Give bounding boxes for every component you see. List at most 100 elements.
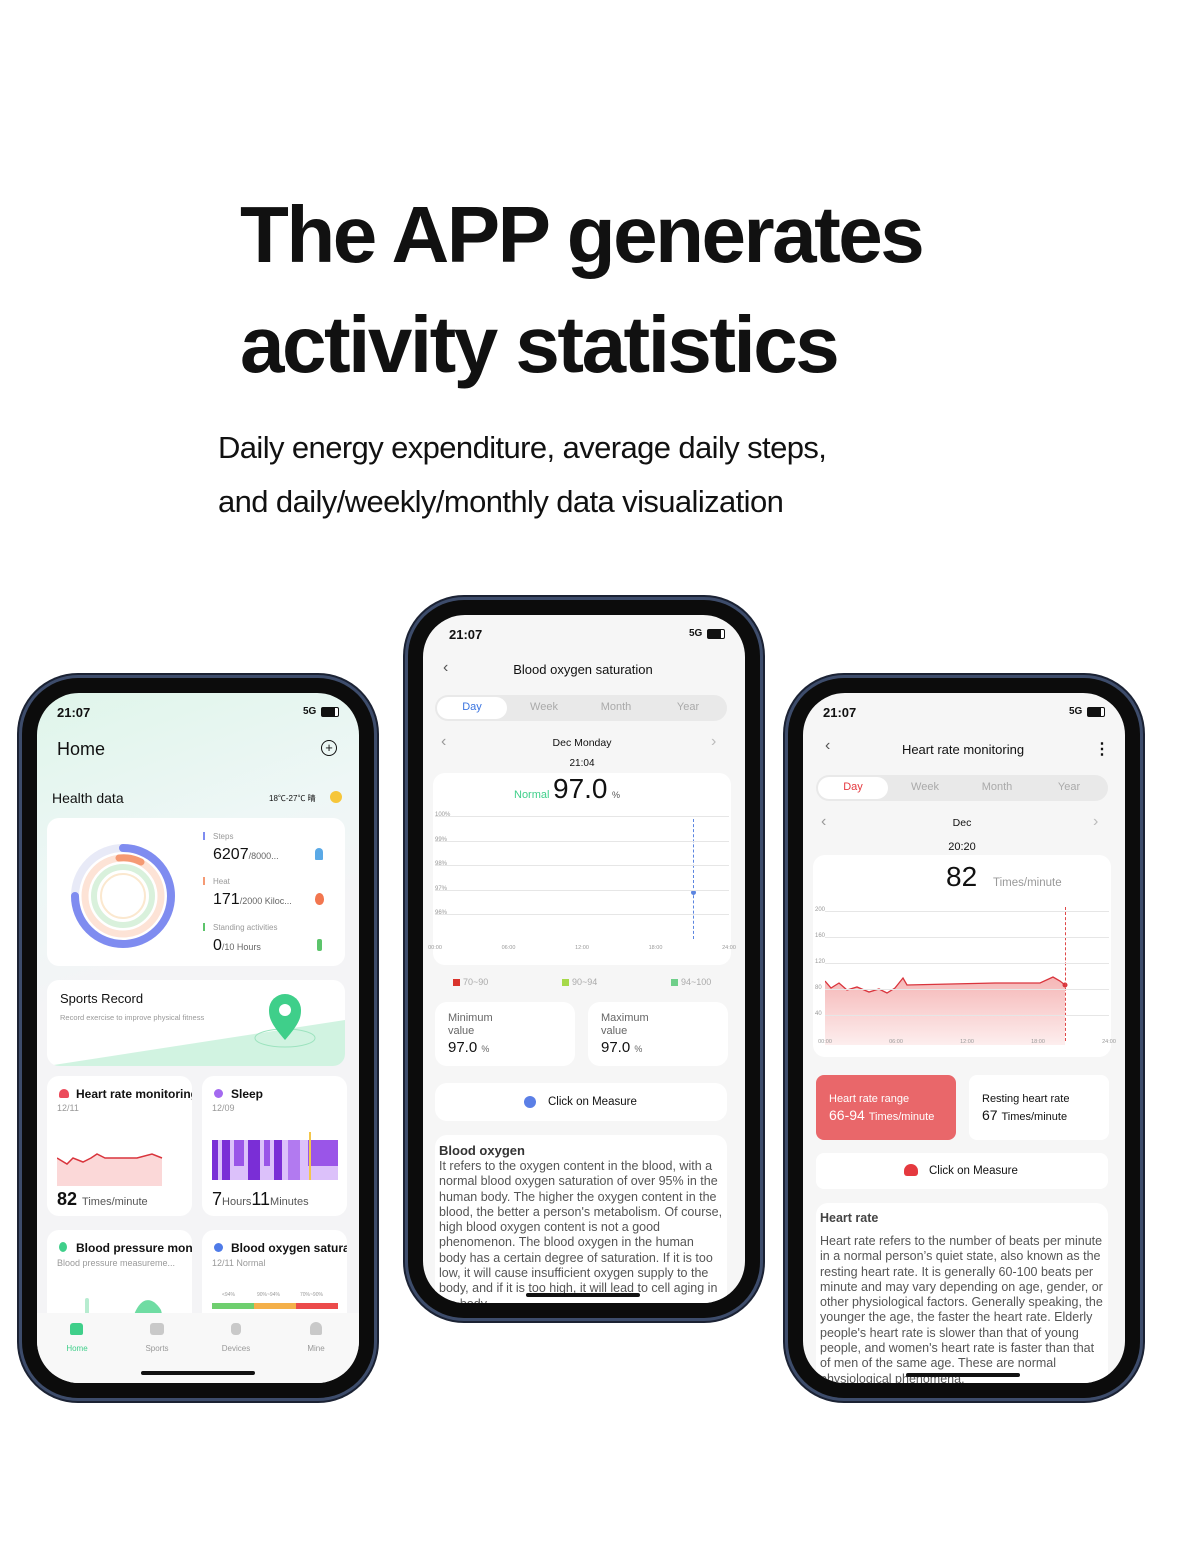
max-card: Maximum value 97.0 %: [588, 1002, 728, 1066]
card-subtitle: Blood pressure measureme...: [57, 1258, 176, 1268]
resting-unit: Times/minute: [1001, 1111, 1068, 1123]
heart-area: [825, 976, 1068, 1045]
steps-icon: [315, 848, 323, 860]
subheadline: Daily energy expenditure, average daily …: [218, 430, 827, 465]
activity-card[interactable]: Steps 6207/8000... Heat 171/2000 Kiloc..…: [47, 818, 345, 966]
x-tick-label: 12:00: [960, 1039, 974, 1045]
min-unit: %: [481, 1044, 490, 1054]
sleep-hours-unit: Hours: [222, 1196, 252, 1208]
legend-label: 90%~94%: [257, 1292, 280, 1298]
y-tick-label: 120: [815, 959, 826, 965]
grid-line: [825, 911, 1109, 912]
info-title: Heart rate: [820, 1211, 879, 1225]
prev-button[interactable]: ‹: [441, 733, 447, 750]
heart-reading: 82 Times/minute: [57, 1189, 148, 1210]
section-title: Health data: [52, 790, 124, 806]
heat: 171/2000 Kiloc...: [213, 891, 292, 909]
heart-sparkline: [57, 1153, 163, 1186]
chart-card: Normal 97.0 % 100% 99% 98% 97% 96% 00:00 06:00…: [428, 773, 736, 965]
period-tab[interactable]: Day: [462, 701, 482, 713]
measure-button[interactable]: Click on Measure: [816, 1153, 1108, 1189]
period-tab[interactable]: Week: [530, 701, 558, 713]
grid-line: [435, 865, 729, 866]
nav-label[interactable]: Sports: [145, 1344, 169, 1353]
activity-rings: [71, 844, 175, 948]
nav-icon: [310, 1322, 322, 1335]
sports-subtitle: Record exercise to improve physical fitn…: [60, 1013, 205, 1022]
heat-goal: /2000 Kiloc...: [239, 896, 292, 906]
weather: 18℃-27℃ 晴: [269, 794, 316, 803]
battery: [321, 707, 339, 717]
nav-icon: [231, 1323, 241, 1335]
card-title: Heart rate monitoring: [76, 1087, 192, 1101]
add-button[interactable]: +: [321, 740, 337, 756]
back-button[interactable]: ‹: [443, 659, 449, 676]
standing-value: 0: [213, 937, 222, 954]
chart-card: 82 Times/minute 200 160 120 80 40 00:00 06:00 1…: [813, 855, 1116, 1057]
tab-selected: [437, 697, 507, 719]
standing-label: Standing activities: [213, 923, 278, 932]
resting-value: 67: [982, 1107, 998, 1123]
measure-icon: [524, 1096, 536, 1108]
info-card: Heart rate Heart rate refers to the numb…: [816, 1203, 1108, 1383]
x-tick-label: 00:00: [818, 1039, 832, 1045]
value: 82: [946, 861, 978, 892]
nav-label[interactable]: Mine: [307, 1344, 325, 1353]
y-tick-label: 97%: [435, 885, 448, 892]
legend-swatch: [453, 979, 460, 986]
x-tick-label: 12:00: [575, 945, 589, 951]
home-indicator: [141, 1371, 255, 1375]
marker: [203, 923, 205, 931]
reading-time: 20:20: [948, 841, 976, 853]
measure-button[interactable]: Click on Measure: [435, 1083, 727, 1121]
status-network: 5G: [303, 706, 317, 717]
info-card: Blood oxygen It refers to the oxygen con…: [435, 1135, 727, 1303]
next-button[interactable]: ›: [711, 733, 717, 750]
sports-graphic: [47, 994, 345, 1066]
card-title: Blood oxygen saturation: [231, 1241, 347, 1255]
nav-label[interactable]: Home: [66, 1344, 88, 1353]
period-tab[interactable]: Week: [911, 781, 939, 793]
standing: 0/10 Hours: [213, 937, 261, 955]
period-tab[interactable]: Day: [843, 781, 863, 793]
menu-button[interactable]: ⋮: [1094, 741, 1110, 758]
heat-value: 171: [213, 891, 240, 908]
period-tab[interactable]: Year: [676, 701, 700, 713]
min-value: 97.0: [448, 1039, 478, 1056]
grid-line: [825, 989, 1109, 990]
steps-goal: /8000...: [248, 851, 279, 861]
sleep-card[interactable]: Sleep 12/09 7Hours11Minutes: [202, 1076, 347, 1216]
sleep-minutes-unit: Minutes: [270, 1196, 309, 1208]
status: Normal: [514, 789, 550, 801]
info-text: Heart rate refers to the number of beats…: [820, 1234, 1103, 1383]
grid-line: [825, 1015, 1109, 1016]
heart-value: 82: [57, 1189, 78, 1209]
heart-card[interactable]: Heart rate monitoring 12/11 82 Times/min…: [47, 1076, 192, 1216]
sleep-reading: 7Hours11Minutes: [212, 1189, 309, 1210]
legend-swatch: [562, 979, 569, 986]
screen: 21:07 5G ‹ Blood oxygen saturation Day We…: [423, 615, 745, 1303]
period-tabs: Day Week Month Year: [816, 775, 1108, 801]
range-segment: [212, 1303, 254, 1309]
phone-home: 21:07 5G Home + Health data 18℃-27℃ 晴 St…: [22, 678, 374, 1398]
period-tab[interactable]: Year: [1057, 781, 1081, 793]
y-tick-label: 200: [815, 907, 826, 913]
min-card: Minimum value 97.0 %: [435, 1002, 575, 1066]
screen-title: Heart rate monitoring: [901, 742, 1025, 757]
next-button[interactable]: ›: [1093, 813, 1099, 830]
sleep-hours: 7: [212, 1189, 223, 1209]
sun-icon: [330, 791, 342, 803]
period-tab[interactable]: Month: [981, 781, 1013, 793]
headline: activity statistics: [240, 300, 840, 389]
grid-line: [435, 889, 729, 891]
card-date: 12/09: [212, 1103, 235, 1113]
x-tick-label: 06:00: [501, 945, 516, 951]
resting-label: Resting heart rate: [982, 1093, 1070, 1105]
prev-button[interactable]: ‹: [821, 813, 827, 830]
sports-card[interactable]: Sports Record Record exercise to improve…: [47, 980, 345, 1066]
back-button[interactable]: ‹: [825, 737, 831, 754]
heat-icon: [315, 893, 324, 905]
nav-label[interactable]: Devices: [221, 1344, 251, 1353]
period-tab[interactable]: Month: [600, 701, 632, 713]
max-label: Maximum value: [601, 1012, 649, 1037]
